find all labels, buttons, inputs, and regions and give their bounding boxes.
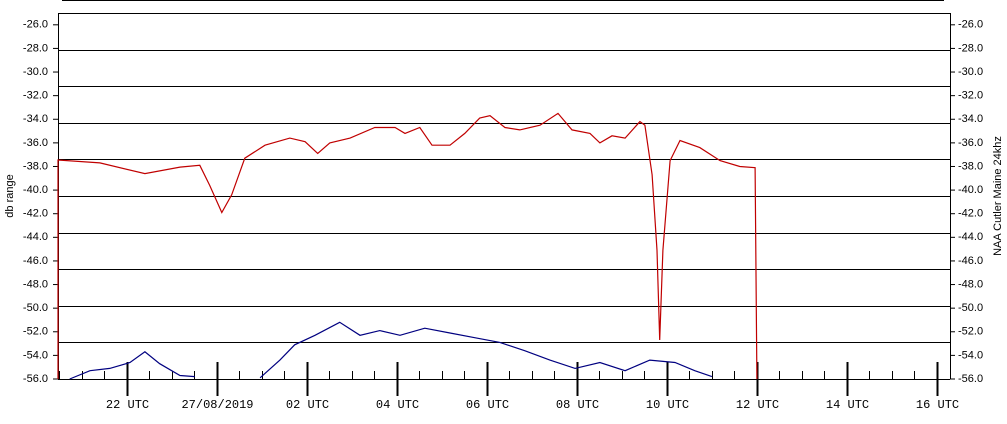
y2-axis-label: NAA Cutler Maine 24khz (992, 136, 1004, 256)
y-axis-label: db range (4, 174, 16, 217)
y2-tick-label: -48.0 (958, 278, 983, 290)
y-tick-label: -46.0 (23, 255, 48, 267)
y2-tick-label: -38.0 (958, 160, 983, 172)
y2-tick-label: -28.0 (958, 42, 983, 54)
y2-tick-label: -32.0 (958, 90, 983, 102)
x-tick-label: 27/08/2019 (181, 398, 253, 412)
series-line (69, 321, 713, 380)
y2-tick-label: -30.0 (958, 66, 983, 78)
y-tick-label: -34.0 (23, 113, 48, 125)
y-tick-label: -52.0 (23, 326, 48, 338)
y2-tick-label: -54.0 (958, 349, 983, 361)
y2-tick-label: -36.0 (958, 137, 983, 149)
x-tick-label: 22 UTC (106, 398, 149, 412)
y-tick-label: -42.0 (23, 208, 48, 220)
x-tick-label: 12 UTC (736, 398, 779, 412)
x-tick-label: 04 UTC (376, 398, 419, 412)
y2-tick-label: -44.0 (958, 231, 983, 243)
y2-tick-label: -50.0 (958, 302, 983, 314)
series-line (57, 112, 758, 380)
x-tick-label: 14 UTC (826, 398, 869, 412)
y-tick-label: -30.0 (23, 66, 48, 78)
y-tick-label: -26.0 (23, 19, 48, 31)
y2-tick-label: -56.0 (958, 373, 983, 385)
x-tick-label: 02 UTC (286, 398, 329, 412)
y-tick-label: -44.0 (23, 231, 48, 243)
y2-tick-label: -42.0 (958, 208, 983, 220)
y2-tick-label: -52.0 (958, 326, 983, 338)
y2-tick-label: -46.0 (958, 255, 983, 267)
y-tick-label: -36.0 (23, 137, 48, 149)
y-tick-label: -48.0 (23, 278, 48, 290)
y-tick-label: -54.0 (23, 349, 48, 361)
x-tick-label: 06 UTC (466, 398, 509, 412)
y-tick-label: -56.0 (23, 373, 48, 385)
x-tick-label: 16 UTC (916, 398, 959, 412)
y-tick-label: -38.0 (23, 160, 48, 172)
y-tick-label: -50.0 (23, 302, 48, 314)
x-tick-label: 08 UTC (556, 398, 599, 412)
y-tick-label: -28.0 (23, 42, 48, 54)
y2-tick-label: -26.0 (958, 19, 983, 31)
y-tick-label: -40.0 (23, 184, 48, 196)
x-tick-label: 10 UTC (646, 398, 689, 412)
y-tick-label: -32.0 (23, 90, 48, 102)
y2-tick-label: -40.0 (958, 184, 983, 196)
y2-tick-label: -34.0 (958, 113, 983, 125)
